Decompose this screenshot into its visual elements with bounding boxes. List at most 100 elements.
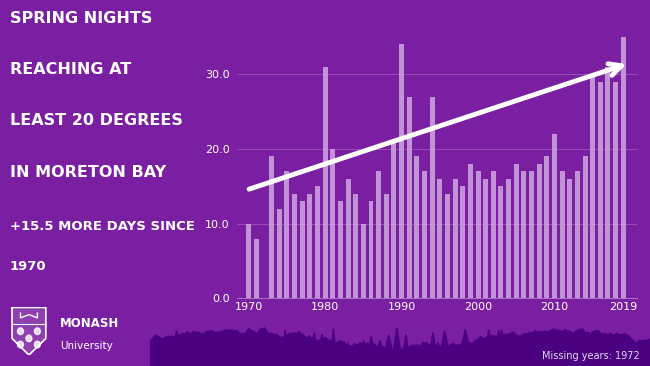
Bar xyxy=(300,201,305,298)
Bar xyxy=(445,194,450,298)
Bar xyxy=(246,224,251,298)
Polygon shape xyxy=(245,350,259,366)
Bar xyxy=(537,164,541,298)
Bar xyxy=(399,45,404,298)
Polygon shape xyxy=(285,344,298,366)
Text: University: University xyxy=(60,341,112,351)
Bar xyxy=(391,142,396,298)
Polygon shape xyxy=(193,344,204,366)
Text: Missing years: 1972: Missing years: 1972 xyxy=(543,351,640,361)
Polygon shape xyxy=(517,343,526,366)
Polygon shape xyxy=(401,335,411,366)
Polygon shape xyxy=(491,330,506,366)
Bar xyxy=(552,134,557,298)
Bar xyxy=(422,171,427,298)
Text: SPRING NIGHTS: SPRING NIGHTS xyxy=(10,11,152,26)
Circle shape xyxy=(18,328,23,335)
Polygon shape xyxy=(540,346,552,366)
Bar xyxy=(483,179,488,298)
Polygon shape xyxy=(12,307,46,355)
Bar xyxy=(613,82,618,298)
Polygon shape xyxy=(252,336,259,366)
Polygon shape xyxy=(457,329,473,366)
Bar xyxy=(575,171,580,298)
Bar xyxy=(353,194,358,298)
Polygon shape xyxy=(528,332,535,366)
Bar xyxy=(514,164,519,298)
Polygon shape xyxy=(315,334,329,366)
Bar xyxy=(269,157,274,298)
Polygon shape xyxy=(241,339,248,366)
Circle shape xyxy=(26,335,32,342)
Bar xyxy=(590,74,595,298)
Bar xyxy=(277,209,281,298)
Polygon shape xyxy=(481,330,497,366)
Polygon shape xyxy=(260,329,271,366)
Polygon shape xyxy=(365,336,378,366)
Bar xyxy=(521,171,527,298)
Bar xyxy=(376,171,381,298)
Polygon shape xyxy=(166,350,176,366)
Bar xyxy=(369,201,374,298)
Bar xyxy=(529,171,534,298)
Bar xyxy=(491,171,496,298)
Polygon shape xyxy=(309,332,320,366)
Polygon shape xyxy=(170,330,184,366)
Polygon shape xyxy=(448,343,460,366)
Bar xyxy=(476,171,480,298)
Circle shape xyxy=(34,328,40,335)
Bar xyxy=(384,194,389,298)
Polygon shape xyxy=(532,343,539,366)
Text: +15.5 MORE DAYS SINCE: +15.5 MORE DAYS SINCE xyxy=(10,220,194,233)
Bar xyxy=(407,97,411,298)
Circle shape xyxy=(34,341,40,348)
Bar xyxy=(460,186,465,298)
Bar xyxy=(254,239,259,298)
Polygon shape xyxy=(638,349,644,366)
Polygon shape xyxy=(188,331,202,366)
Text: MONASH: MONASH xyxy=(60,317,119,330)
Polygon shape xyxy=(272,334,280,366)
Polygon shape xyxy=(408,345,423,366)
Polygon shape xyxy=(619,333,632,366)
Bar xyxy=(361,224,366,298)
Text: REACHING AT: REACHING AT xyxy=(10,62,131,77)
Polygon shape xyxy=(290,339,304,366)
Polygon shape xyxy=(343,343,354,366)
Bar xyxy=(452,179,458,298)
Polygon shape xyxy=(465,347,476,366)
Bar xyxy=(506,179,511,298)
Polygon shape xyxy=(580,335,592,366)
Bar xyxy=(292,194,297,298)
Polygon shape xyxy=(333,348,344,366)
Polygon shape xyxy=(476,336,484,366)
Circle shape xyxy=(18,341,23,348)
Polygon shape xyxy=(565,345,574,366)
Polygon shape xyxy=(220,340,228,366)
Polygon shape xyxy=(356,341,371,366)
Polygon shape xyxy=(205,332,213,366)
Polygon shape xyxy=(160,340,166,366)
Bar xyxy=(605,67,610,298)
Bar xyxy=(430,97,435,298)
Polygon shape xyxy=(382,335,396,366)
Polygon shape xyxy=(302,348,316,366)
Bar xyxy=(330,149,335,298)
Bar xyxy=(499,186,504,298)
Bar xyxy=(582,157,588,298)
Polygon shape xyxy=(281,330,289,366)
Polygon shape xyxy=(211,343,226,366)
Bar xyxy=(415,157,419,298)
Bar xyxy=(544,157,549,298)
Bar xyxy=(621,37,626,298)
Bar xyxy=(307,194,313,298)
Bar xyxy=(315,186,320,298)
Polygon shape xyxy=(178,342,192,366)
Polygon shape xyxy=(504,340,519,366)
Bar xyxy=(437,179,442,298)
Bar xyxy=(598,82,603,298)
Polygon shape xyxy=(391,328,403,366)
Polygon shape xyxy=(497,330,506,366)
Polygon shape xyxy=(570,331,583,366)
Polygon shape xyxy=(604,339,614,366)
